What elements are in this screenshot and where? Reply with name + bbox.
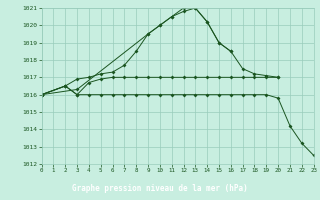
Text: Graphe pression niveau de la mer (hPa): Graphe pression niveau de la mer (hPa): [72, 184, 248, 193]
